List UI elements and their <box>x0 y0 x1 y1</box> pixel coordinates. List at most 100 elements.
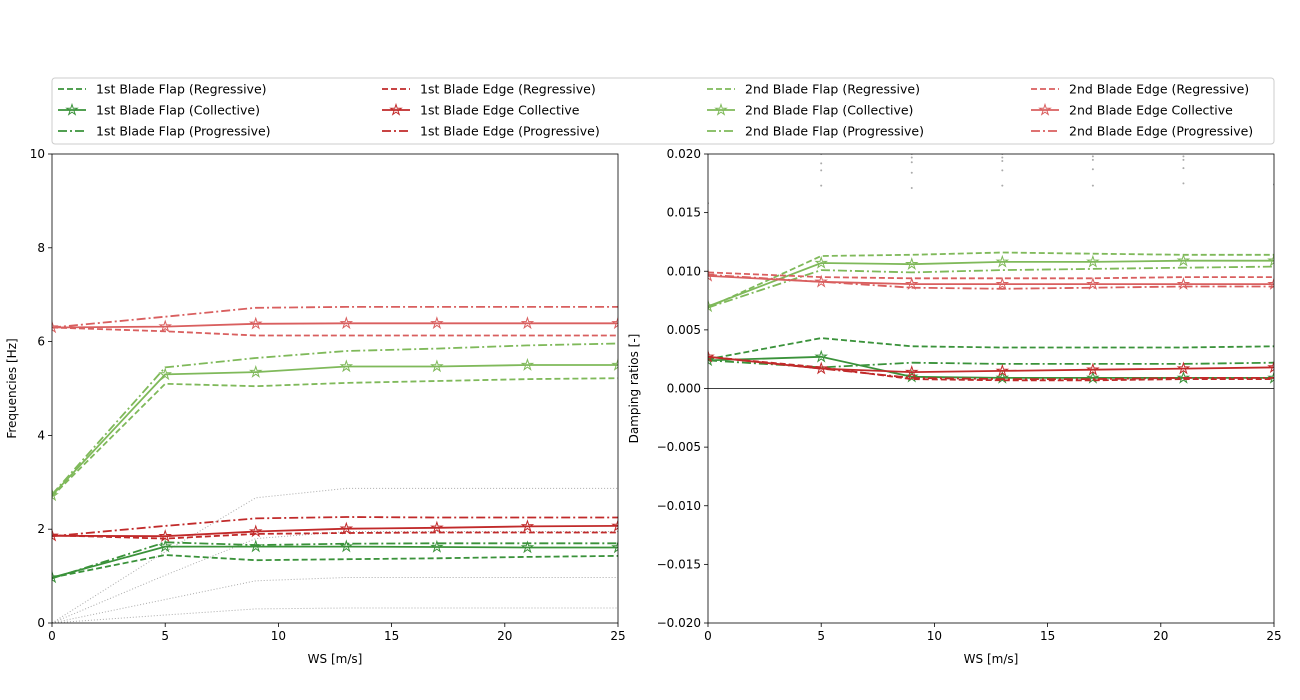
legend-entry-2nd-blade-edge-progressive: 2nd Blade Edge (Progressive) <box>1031 124 1253 139</box>
background-point <box>1001 160 1004 163</box>
series-point <box>1267 277 1274 290</box>
legend-marker <box>389 102 403 116</box>
legend-entry-1st-blade-edge-progressive: 1st Blade Edge (Progressive) <box>382 124 600 139</box>
series-point <box>520 519 535 533</box>
series-1st-blade-edge-collective <box>52 518 618 542</box>
legend-label: 1st Blade Edge (Progressive) <box>420 124 600 139</box>
plot-area <box>52 305 618 623</box>
series-point <box>904 257 919 270</box>
legend-entry-2nd-blade-flap-collective: 2nd Blade Flap (Collective) <box>707 103 913 118</box>
series-point <box>248 316 263 330</box>
series-point <box>1267 370 1274 384</box>
series-line <box>708 355 1274 379</box>
series-point <box>611 518 618 532</box>
background-line <box>52 607 618 623</box>
series-line <box>52 342 618 496</box>
y-tick-label: −0.005 <box>657 440 701 454</box>
background-point <box>1182 167 1185 170</box>
background-point <box>1091 158 1094 161</box>
series-point <box>1176 253 1191 267</box>
x-tick-label: 10 <box>927 629 942 643</box>
y-tick-label: 8 <box>37 241 45 255</box>
background-line <box>52 531 618 623</box>
legend-entry-1st-blade-edge-regressive: 1st Blade Edge (Regressive) <box>382 82 596 97</box>
x-tick-label: 25 <box>610 629 625 643</box>
y-tick-label: −0.015 <box>657 557 701 571</box>
series-point <box>520 540 535 554</box>
series-point <box>52 320 59 334</box>
series-point <box>904 277 919 290</box>
background-point <box>910 156 913 159</box>
series-point <box>995 254 1010 268</box>
series-line <box>708 355 1274 374</box>
series-2nd-blade-edge-collective <box>52 316 618 334</box>
series-line <box>708 265 1274 309</box>
axes-frame <box>51 153 619 624</box>
y-tick-label: 0.015 <box>667 206 701 220</box>
series-point <box>1267 253 1274 267</box>
series-line <box>52 377 618 498</box>
y-tick-label: 4 <box>37 428 45 442</box>
legend-marker <box>65 102 79 116</box>
background-point <box>1001 156 1004 159</box>
x-axis-label: WS [m/s] <box>964 652 1019 666</box>
legend-label: 2nd Blade Edge (Regressive) <box>1069 82 1249 97</box>
series-point <box>814 255 828 269</box>
series-line <box>52 305 618 329</box>
series-line <box>52 326 618 337</box>
background-point <box>820 169 823 172</box>
series-1st-blade-edge-progressive <box>708 355 1274 381</box>
series-point <box>1086 362 1100 376</box>
series-point <box>248 524 263 538</box>
series-point <box>1176 361 1191 375</box>
series-1st-blade-edge-collective <box>708 349 1274 378</box>
series-line <box>708 355 1274 382</box>
legend-entry-2nd-blade-flap-progressive: 2nd Blade Flap (Progressive) <box>707 124 924 139</box>
series-line <box>52 364 618 497</box>
x-tick-label: 20 <box>497 629 512 643</box>
y-tick-label: −0.010 <box>657 499 701 513</box>
background-point <box>1182 182 1185 185</box>
series-line <box>708 355 1274 381</box>
x-tick-label: 5 <box>161 629 169 643</box>
series-point <box>814 349 828 363</box>
legend-entry-1st-blade-flap-collective: 1st Blade Flap (Collective) <box>58 103 260 118</box>
series-point <box>158 367 172 381</box>
series-line <box>52 554 618 579</box>
series-2nd-blade-flap-collective <box>52 357 618 502</box>
legend-label: 2nd Blade Flap (Collective) <box>745 103 913 118</box>
series-point <box>158 529 172 542</box>
series-1st-blade-flap-regressive <box>708 337 1274 361</box>
plot-area <box>708 154 1274 389</box>
background-point <box>1001 169 1004 172</box>
series-point <box>1086 370 1100 384</box>
y-tick-label: 10 <box>30 147 45 161</box>
series-point <box>611 540 618 554</box>
series-point <box>339 539 354 553</box>
legend-label: 1st Blade Flap (Regressive) <box>96 82 267 97</box>
background-point <box>910 187 913 190</box>
series-point <box>904 369 919 383</box>
legend-label: 1st Blade Flap (Collective) <box>96 103 260 118</box>
background-point <box>1091 184 1094 187</box>
legend-marker <box>1038 102 1052 116</box>
y-tick-label: 0.005 <box>667 323 701 337</box>
x-tick-label: 15 <box>384 629 399 643</box>
series-2nd-blade-edge-collective <box>708 268 1274 290</box>
background-point <box>1091 155 1094 158</box>
series-point <box>904 364 919 378</box>
series-point <box>1267 360 1274 374</box>
y-axis-label: Frequencies [Hz] <box>5 338 19 438</box>
series-point <box>52 528 59 542</box>
legend-frame <box>51 77 1275 145</box>
series-point <box>248 364 263 378</box>
series-point <box>158 319 172 333</box>
series-point <box>52 570 59 584</box>
frequency-chart: 0 5 10 15 20 25 0 2 4 6 8 10 WS [m/s] Frequencies [Hz… <box>5 147 626 666</box>
background-point <box>820 162 823 165</box>
series-point <box>339 521 354 535</box>
series-line <box>52 541 618 580</box>
legend-entry-2nd-blade-edge-collective: 2nd Blade Edge Collective <box>1031 103 1233 118</box>
series-2nd-blade-edge-regressive <box>52 326 618 337</box>
legend-label: 2nd Blade Edge (Progressive) <box>1069 124 1253 139</box>
